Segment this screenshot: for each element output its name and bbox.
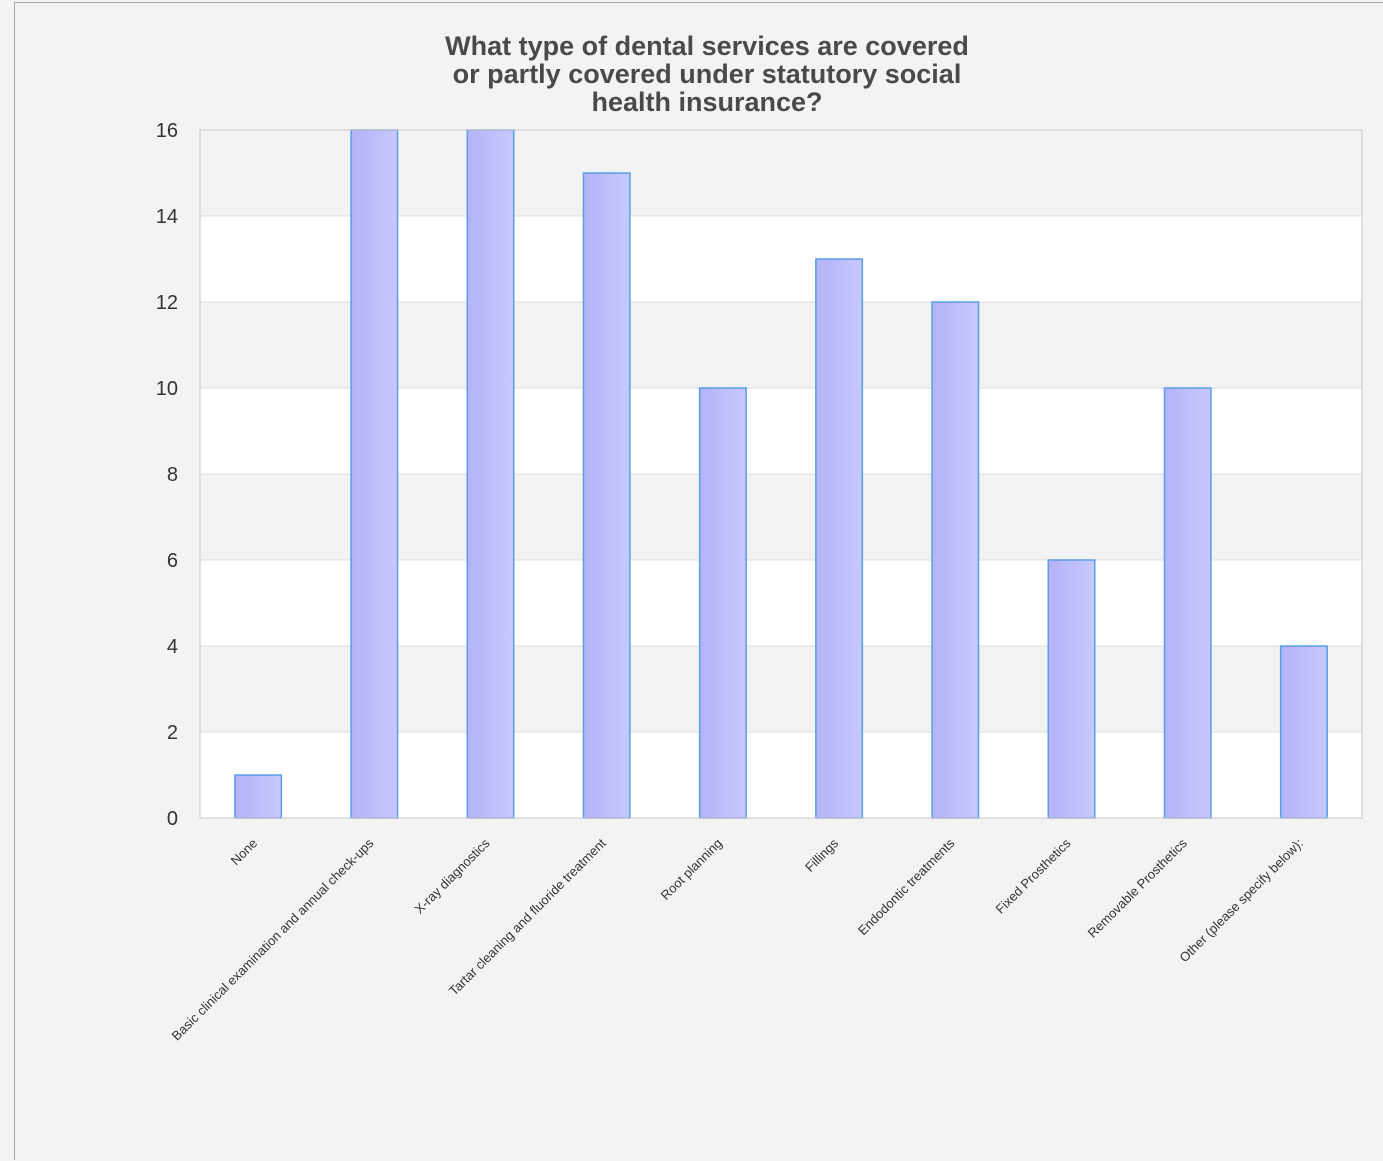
bar xyxy=(1279,645,1328,819)
y-tick-label: 12 xyxy=(156,292,178,314)
y-tick-label: 4 xyxy=(167,636,178,658)
chart-title: What type of dental services are covered… xyxy=(445,31,969,117)
x-tick-label: Root planning xyxy=(658,836,725,903)
bar xyxy=(931,301,980,819)
bar xyxy=(582,172,631,819)
x-tick-label: Fixed Prosthetics xyxy=(993,835,1074,916)
x-tick-label: Removable Prosthetics xyxy=(1085,835,1190,940)
x-tick-label: Endodontic treatments xyxy=(855,835,958,938)
chart-title-line-2: or partly covered under statutory social xyxy=(453,59,962,89)
y-tick-label: 14 xyxy=(156,206,178,228)
chart-frame: What type of dental services are covered… xyxy=(14,2,1383,1160)
bar xyxy=(350,129,399,819)
y-tick-label: 0 xyxy=(167,808,178,830)
y-axis: 0 2 4 6 8 10 12 14 16 xyxy=(156,120,178,830)
y-tick-label: 8 xyxy=(167,464,178,486)
plot-border xyxy=(199,129,1363,819)
y-tick-label: 10 xyxy=(156,378,178,400)
y-tick-label: 2 xyxy=(167,722,178,744)
x-tick-label: Fillings xyxy=(802,835,842,875)
bars xyxy=(234,129,1328,819)
y-tick-label: 6 xyxy=(167,550,178,572)
chart-title-line-1: What type of dental services are covered xyxy=(445,31,969,61)
bar-chart: What type of dental services are covered… xyxy=(156,31,1363,1043)
bar xyxy=(815,258,864,819)
x-tick-label: None xyxy=(228,836,261,869)
bar xyxy=(234,774,283,819)
x-tick-label: Basic clinical examination and annual ch… xyxy=(169,835,377,1043)
x-tick-label: X-ray diagnostics xyxy=(412,835,493,916)
chart-title-line-3: health insurance? xyxy=(591,87,822,117)
bar xyxy=(698,387,747,819)
x-tick-label: Other (please specify below): xyxy=(1176,836,1306,966)
bar xyxy=(1163,387,1212,819)
bar xyxy=(466,129,515,819)
y-tick-label: 16 xyxy=(156,120,178,142)
bar xyxy=(1047,559,1096,819)
